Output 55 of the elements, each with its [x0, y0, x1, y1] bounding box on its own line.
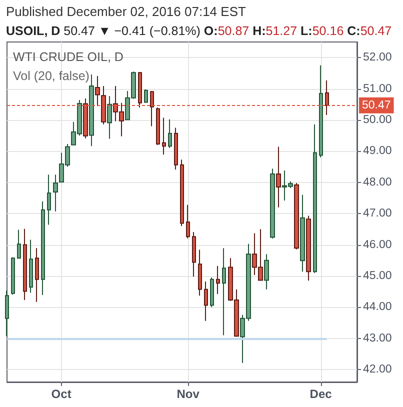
text: C:50.47 [347, 24, 392, 38]
candlestick [186, 204, 190, 239]
candlestick [313, 124, 317, 274]
candlestick [198, 249, 202, 296]
candlestick [204, 281, 208, 322]
candlestick [17, 229, 21, 260]
candlestick [162, 117, 166, 156]
candlestick [107, 95, 112, 140]
candlestick [294, 182, 299, 250]
x-tick-label: Oct [51, 387, 72, 401]
y-tick-label: 46.00 [363, 238, 392, 251]
candlestick [264, 254, 269, 290]
candlestick [276, 146, 281, 208]
candlestick [23, 228, 27, 300]
candlestick [174, 127, 178, 170]
candlestick [11, 256, 15, 296]
candlestick [216, 265, 220, 295]
x-tick-label: Nov [176, 387, 200, 401]
candlestick [35, 248, 39, 302]
text: O:50.87 [204, 24, 250, 38]
candlestick [168, 118, 172, 149]
candlestick [270, 168, 275, 240]
candlestick [53, 174, 58, 212]
y-tick-label: 48.00 [363, 176, 392, 188]
candlestick [306, 215, 311, 282]
y-tick-label: 47.00 [363, 208, 392, 220]
y-tick-label: 49.00 [363, 145, 392, 158]
candlestick [180, 159, 184, 227]
chart-title: USOIL, D [6, 24, 60, 38]
candlestick [192, 231, 196, 278]
y-tick-label: 43.00 [363, 332, 392, 344]
text: Published December 02, 2016 07:14 EST [6, 4, 246, 20]
y-tick-label: 51.00 [363, 82, 392, 95]
candlestick [29, 239, 33, 294]
candlestick [210, 277, 214, 308]
candlestick [5, 290, 9, 337]
candlestick [47, 174, 51, 226]
candlestick [319, 64, 323, 158]
candlestick [300, 194, 305, 272]
y-tick-label: 42.00 [363, 364, 392, 376]
ref-line-label: 50.47 [362, 99, 391, 112]
y-tick-label: 44.00 [363, 301, 392, 314]
text: L:50.16 [300, 24, 344, 38]
y-tick-label: 50.00 [363, 114, 392, 126]
text: H:51.27 [252, 24, 298, 38]
text: WTI CRUDE OIL, D [13, 50, 124, 65]
y-tick-label: 45.00 [363, 270, 392, 282]
candlestick [144, 88, 148, 104]
annotation: Vol (20, false) [13, 69, 90, 84]
candlestick [222, 248, 226, 336]
candlestick [41, 200, 45, 296]
candlestick [89, 74, 94, 147]
x-tick-label: Dec [310, 387, 332, 401]
y-tick-label: 52.00 [363, 52, 392, 64]
text: 50.47 ▼ −0.41 (−0.81%) [64, 24, 200, 38]
